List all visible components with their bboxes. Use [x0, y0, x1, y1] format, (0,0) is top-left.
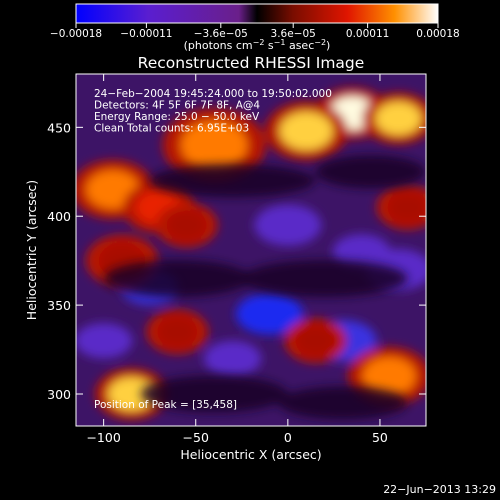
trough-region — [315, 155, 426, 189]
y-tick-label: 300 — [47, 387, 71, 402]
x-tick-label: 0 — [284, 430, 292, 445]
x-axis-label: Heliocentric X (arcsec) — [180, 447, 321, 462]
annotation-line: Detectors: 4F 5F 6F 7F 8F, A@4 — [94, 100, 260, 112]
plot-frame — [75, 73, 427, 427]
annotation-line: 24−Feb−2004 19:45:24.000 to 19:50:02.000 — [94, 88, 332, 100]
hot-spot — [146, 309, 209, 354]
hot-spot — [376, 185, 426, 230]
colorbar-tick-label: 3.6e−05 — [271, 28, 316, 40]
colorbar-tick-label: 0.00018 — [416, 28, 459, 40]
colorbar-units: (photons cm−2 s−1 asec−2) — [184, 38, 331, 52]
chart-title: Reconstructed RHESSI Image — [138, 54, 365, 72]
footer-timestamp: 22−Jun−2013 13:29 — [383, 483, 496, 496]
y-tick-label: 350 — [47, 298, 71, 313]
y-tick-label: 450 — [47, 120, 71, 135]
hot-spot — [265, 101, 348, 161]
colorbar-tick-label: −0.00011 — [120, 28, 172, 40]
peak-annotation: Position of Peak = [35,458] — [94, 399, 237, 411]
x-tick-label: −50 — [183, 430, 209, 445]
trough-region — [149, 164, 316, 198]
heatmap-area — [76, 74, 426, 426]
trough-region — [278, 386, 408, 420]
annotation-block: 24−Feb−2004 19:45:24.000 to 19:50:02.000… — [94, 88, 332, 135]
hot-spot — [162, 108, 266, 182]
cold-spot — [203, 340, 262, 377]
x-tick-label: 50 — [372, 430, 388, 445]
axis-ticks: −100 −50 0 50 300 350 400 450 — [47, 74, 426, 445]
annotation-line: Energy Range: 25.0 − 50.0 keV — [94, 111, 260, 123]
cold-spot — [254, 204, 322, 246]
cold-spot — [332, 234, 391, 270]
hot-spot — [284, 318, 347, 363]
colorbar-ticks: −0.00018 −0.00011 −3.6e−05 3.6e−05 0.00011 0.… — [50, 23, 460, 40]
trough-region — [241, 260, 408, 297]
hot-spot — [362, 92, 426, 145]
trough-region — [103, 260, 251, 297]
cold-spot — [76, 322, 133, 359]
x-tick-label: −100 — [86, 430, 120, 445]
colorbar-tick-label: −3.6e−05 — [194, 28, 248, 40]
y-tick-label: 400 — [47, 209, 71, 224]
cold-spot — [235, 293, 303, 335]
hot-spot — [95, 368, 168, 420]
trough-region — [140, 375, 288, 413]
colorbar — [75, 3, 439, 24]
hot-spot — [155, 203, 218, 248]
annotation-line: Clean Total counts: 6.95E+03 — [94, 123, 249, 135]
y-axis-label: Heliocentric Y (arcsec) — [24, 180, 39, 320]
colorbar-tick-label: −0.00018 — [50, 28, 102, 40]
colorbar-tick-label: 0.00011 — [346, 28, 389, 40]
